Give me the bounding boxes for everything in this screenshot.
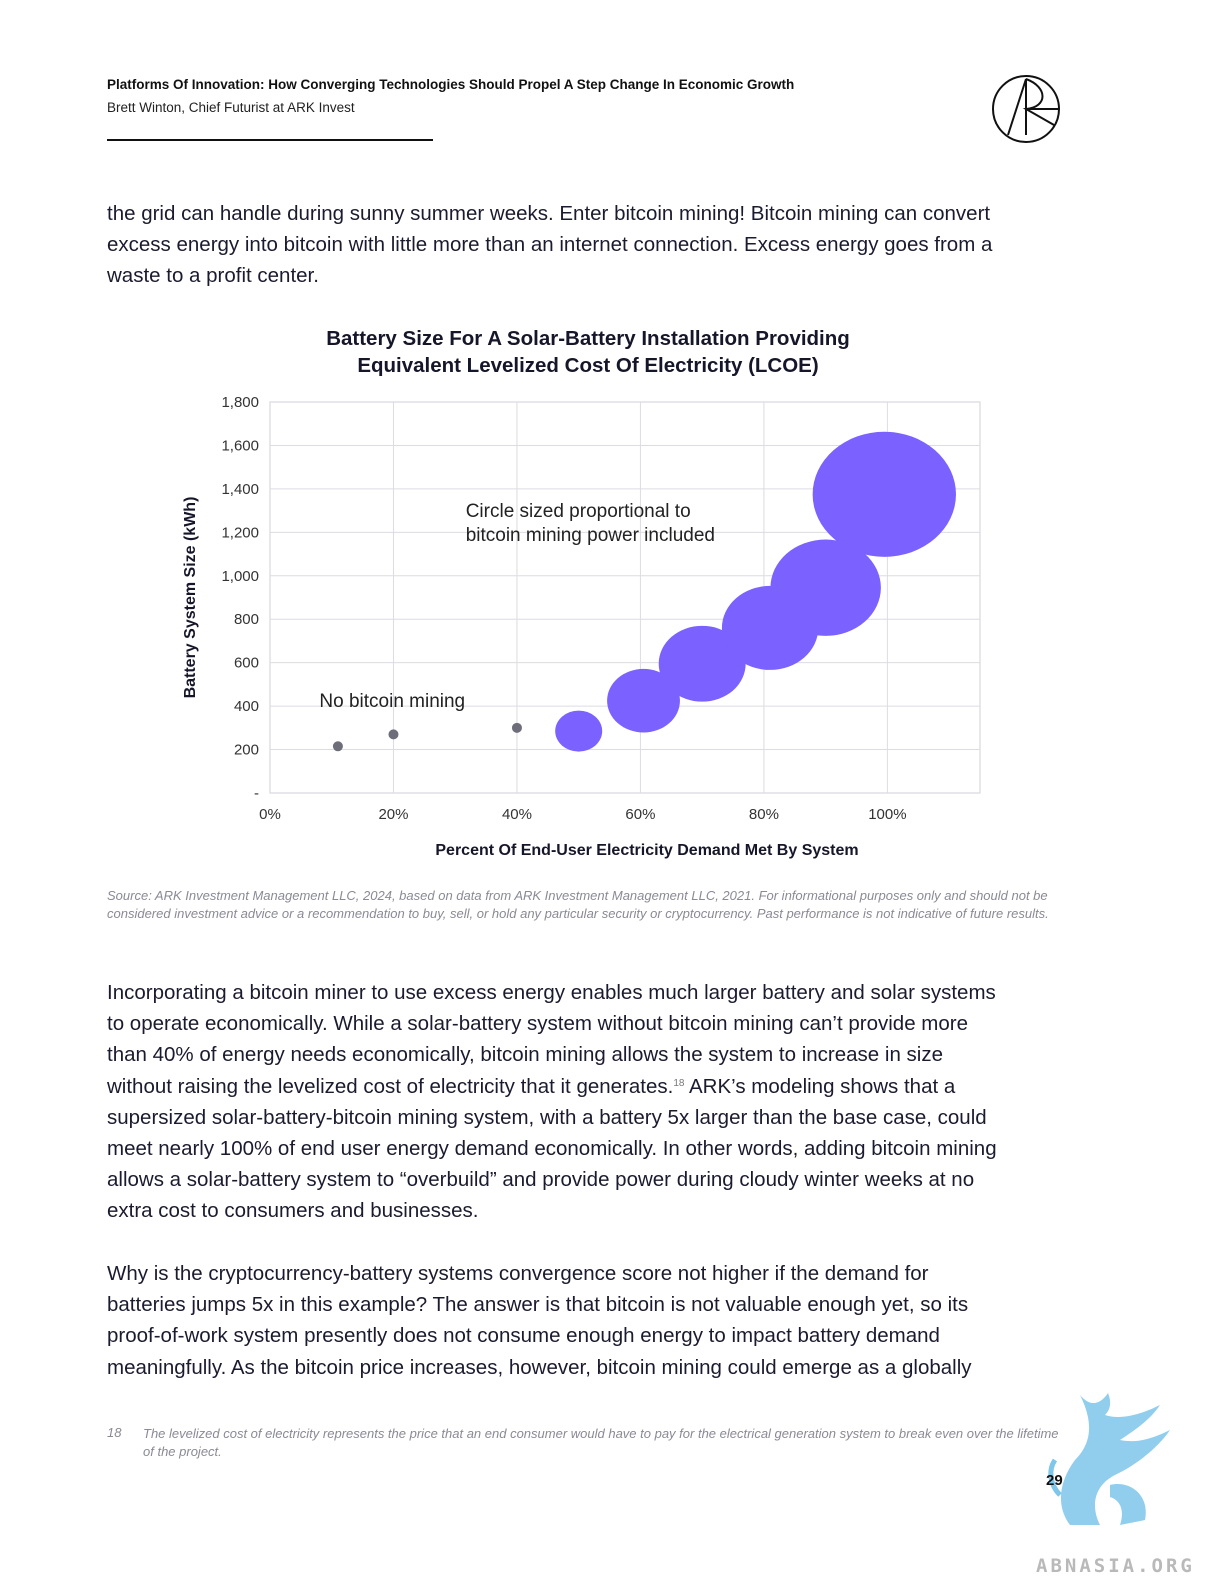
chart-title-line-1: Battery Size For A Solar-Battery Install… [326, 327, 850, 350]
chart-title-line-2: Equivalent Levelized Cost Of Electricity… [357, 354, 819, 377]
intro-line-2: excess energy into bitcoin with little m… [107, 233, 993, 257]
footnote-text: The levelized cost of electricity repres… [143, 1426, 1059, 1459]
document-author: Brett Winton, Chief Futurist at ARK Inve… [107, 100, 355, 115]
griffin-watermark-icon [1048, 1393, 1170, 1525]
paragraph-2-line: than 40% of energy needs economically, b… [107, 1043, 943, 1067]
footnote-reference[interactable]: 18 [673, 1077, 685, 1089]
paragraph-2-line: allows a solar-battery system to “overbu… [107, 1168, 975, 1192]
ark-logo-icon [992, 75, 1060, 143]
x-tick-label: 40% [502, 806, 532, 823]
paragraph-3-line: meaningfully. As the bitcoin price incre… [107, 1355, 972, 1379]
x-tick-label: 0% [259, 806, 281, 823]
intro-line-3: waste to a profit center. [107, 264, 319, 288]
paragraph-2-line: meet nearly 100% of end user energy dema… [107, 1137, 997, 1161]
paragraph-3: Why is the cryptocurrency-battery system… [107, 1258, 972, 1383]
y-tick-label: 1,200 [221, 524, 259, 541]
header-divider [107, 139, 433, 141]
x-tick-label: 60% [625, 806, 655, 823]
mining-bubble [658, 625, 746, 702]
watermark-text: ABNASIA.ORG [1036, 1555, 1195, 1577]
no-mining-point [511, 722, 522, 733]
mining-bubble [555, 710, 603, 752]
intro-line-1: the grid can handle during sunny summer … [107, 202, 991, 225]
y-tick-label: 1,600 [221, 437, 259, 454]
no-mining-point [332, 741, 343, 752]
x-axis-label: Percent Of End-User Electricity Demand M… [435, 842, 858, 859]
y-tick-label: - [254, 785, 259, 802]
y-axis-label: Battery System Size (kWh) [182, 497, 199, 699]
y-tick-label: 400 [234, 698, 259, 715]
mining-bubble [607, 668, 680, 733]
x-tick-label: 80% [749, 806, 779, 823]
no-mining-point [388, 729, 399, 740]
paragraph-2-line-4-end: ARK’s modeling shows that a [684, 1074, 956, 1098]
y-tick-label: 1,400 [221, 481, 259, 498]
bubble-chart: - 200 400 600 800 1,000 1,200 1,400 1,600 1,800 0%… [182, 394, 981, 859]
paragraph-2-line: to operate economically. While a solar-b… [107, 1012, 968, 1036]
intro-paragraph: the grid can handle during sunny summer … [107, 198, 992, 292]
paragraph-2-line: without raising the levelized cost of el… [107, 1071, 997, 1102]
paragraph-3-line: proof-of-work system presently does not … [107, 1324, 940, 1348]
paragraph-3-line: Why is the cryptocurrency-battery system… [107, 1262, 929, 1285]
page-number: 29 [1046, 1472, 1063, 1489]
y-tick-label: 600 [234, 655, 259, 672]
paragraph-2-line-4-start: without raising the levelized cost of el… [107, 1074, 674, 1098]
paragraph-2-line: supersized solar-battery-bitcoin mining … [107, 1105, 987, 1129]
x-tick-label: 100% [868, 806, 906, 823]
x-tick-label: 20% [378, 806, 408, 823]
mining-bubble [770, 539, 881, 636]
chart-annotation: bitcoin mining power included [466, 525, 715, 546]
y-tick-label: 1,000 [221, 568, 259, 585]
chart-annotation: Circle sized proportional to [466, 501, 691, 522]
paragraph-3-line: batteries jumps 5x in this example? The … [107, 1293, 969, 1317]
footnote-number: 18 [107, 1425, 122, 1440]
chart-source-note: Source: ARK Investment Management LLC, 2… [107, 888, 1049, 921]
chart-annotation: No bitcoin mining [319, 691, 465, 712]
paragraph-2-line: Incorporating a bitcoin miner to use exc… [107, 981, 996, 1004]
chart-title: Battery Size For A Solar-Battery Install… [250, 325, 926, 379]
mining-bubble [812, 431, 956, 557]
document-title: Platforms Of Innovation: How Converging … [107, 77, 795, 92]
paragraph-2: Incorporating a bitcoin miner to use exc… [107, 977, 997, 1227]
paragraph-2-line: extra cost to consumers and businesses. [107, 1199, 479, 1223]
y-tick-label: 800 [234, 611, 259, 628]
y-tick-label: 200 [234, 742, 259, 759]
y-tick-label: 1,800 [221, 394, 259, 411]
